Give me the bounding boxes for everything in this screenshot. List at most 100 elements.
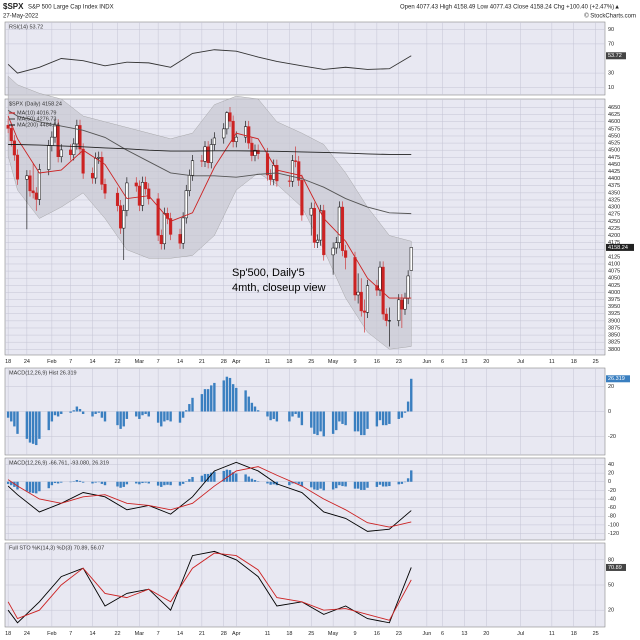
candle-body — [169, 218, 173, 235]
histogram-bar — [50, 481, 54, 486]
candle-body — [384, 313, 388, 321]
y-tick-label: 4175 — [608, 240, 620, 246]
histogram-bar — [403, 411, 407, 413]
histogram-bar — [31, 481, 35, 493]
histogram-bar — [385, 481, 388, 487]
histogram-bar — [338, 481, 341, 486]
histogram-bar — [72, 410, 75, 412]
histogram-bar — [322, 411, 325, 437]
x-tick-label: Jul — [517, 631, 524, 637]
candle-body — [272, 165, 276, 180]
panel-title: MACD(12,26,9) -66.761, -93.080, 26.319 — [9, 460, 109, 466]
candle-body — [403, 298, 407, 310]
histogram-bar — [210, 472, 213, 482]
y-tick-label: -40 — [608, 496, 616, 502]
y-tick-label: 10 — [608, 85, 614, 91]
histogram-bar — [122, 411, 125, 427]
histogram-bar — [78, 409, 82, 412]
x-tick-label: Feb — [47, 359, 56, 365]
y-tick-label: 4450 — [608, 162, 620, 168]
candle-body — [290, 160, 295, 182]
panel-title: MACD(12,26,9) Hist 26.319 — [9, 370, 77, 376]
histogram-bar — [191, 397, 194, 412]
histogram-bar — [297, 481, 300, 484]
histogram-bar — [47, 481, 50, 489]
histogram-bar — [397, 411, 400, 419]
x-tick-label: 11 — [549, 359, 555, 365]
candle-body — [181, 217, 185, 244]
histogram-bar — [388, 481, 391, 487]
histogram-bar — [253, 406, 257, 412]
histogram-bar — [169, 481, 172, 486]
last-value-box — [606, 243, 634, 251]
histogram-bar — [125, 411, 129, 419]
histogram-bar — [316, 481, 319, 490]
histogram-bar — [222, 470, 225, 482]
histogram-bar — [288, 481, 291, 486]
histogram-bar — [275, 411, 279, 422]
histogram-bar — [75, 480, 79, 482]
histogram-bar — [310, 411, 313, 428]
y-tick-label: 3900 — [608, 318, 620, 324]
histogram-bar — [228, 470, 232, 482]
x-tick-label: 18 — [571, 631, 577, 637]
y-tick-label: 90 — [608, 27, 614, 33]
candle-body — [222, 128, 226, 139]
histogram-bar — [56, 481, 60, 484]
histogram-bar — [178, 411, 182, 423]
x-tick-label: 7 — [157, 631, 160, 637]
candle-body — [228, 112, 232, 122]
histogram-bar — [222, 380, 225, 412]
candle-body — [231, 120, 235, 142]
histogram-bar — [335, 411, 338, 431]
x-tick-label: Jun — [422, 359, 431, 365]
histogram-bar — [178, 481, 182, 486]
x-tick-label: 21 — [199, 359, 205, 365]
candle-body — [253, 149, 257, 156]
candle-body — [356, 291, 360, 296]
candle-body — [362, 310, 366, 313]
x-tick-label: 11 — [549, 631, 555, 637]
y-tick-label: 4625 — [608, 112, 620, 118]
y-tick-label: 70 — [608, 41, 614, 47]
histogram-bar — [385, 411, 388, 426]
last-value-box — [606, 375, 630, 383]
y-tick-label: 4025 — [608, 283, 620, 289]
x-tick-label: 25 — [308, 631, 314, 637]
histogram-bar — [119, 411, 122, 429]
x-tick-label: Jul — [517, 359, 524, 365]
histogram-bar — [116, 481, 119, 487]
candle-body — [162, 213, 166, 245]
candle-body — [319, 210, 323, 241]
candle-body — [378, 266, 382, 291]
histogram-bar — [356, 411, 360, 432]
histogram-bar — [269, 481, 272, 485]
credit: © StockCharts.com — [584, 13, 636, 20]
histogram-bar — [406, 478, 410, 482]
histogram-bar — [38, 481, 41, 492]
y-tick-label: 4225 — [608, 226, 620, 232]
histogram-bar — [244, 474, 247, 482]
histogram-bar — [10, 481, 13, 486]
y-tick-label: 4500 — [608, 148, 620, 154]
histogram-bar — [28, 481, 32, 493]
y-tick-label: 4100 — [608, 261, 620, 267]
histogram-bar — [60, 481, 63, 483]
panel-title: RSI(14) 53.72 — [9, 24, 43, 30]
series-line — [7, 552, 412, 621]
candle-body — [315, 239, 320, 243]
candle-body — [103, 184, 107, 194]
x-tick-label: 25 — [593, 359, 599, 365]
date: 27-May-2022 — [3, 14, 39, 20]
candle-body — [122, 210, 126, 229]
y-tick-label: 4400 — [608, 176, 620, 182]
histogram-bar — [94, 481, 97, 483]
x-tick-label: 21 — [199, 631, 205, 637]
legend-entry: MA(50) 4276.73 — [17, 116, 56, 122]
histogram-bar — [256, 410, 260, 412]
y-tick-label: 80 — [608, 557, 614, 563]
histogram-bar — [313, 411, 316, 434]
candle-body — [187, 174, 191, 191]
histogram-bar — [300, 481, 304, 487]
histogram-bar — [141, 481, 144, 484]
